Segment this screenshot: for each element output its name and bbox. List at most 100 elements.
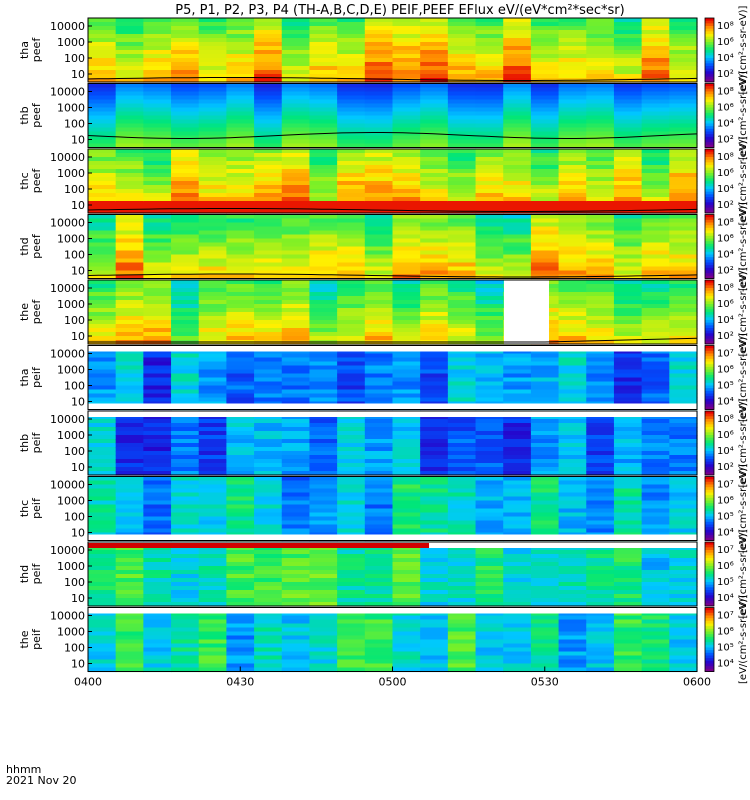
heat-cell <box>530 631 560 637</box>
heat-cell <box>254 659 283 665</box>
heat-cell <box>447 451 477 456</box>
heat-cell <box>364 288 394 293</box>
heat-cell <box>475 99 504 105</box>
heat-cell <box>171 349 200 355</box>
heat-cell <box>503 197 532 202</box>
heat-cell <box>226 46 255 51</box>
heat-cell <box>115 602 144 607</box>
heat-cell <box>281 26 311 31</box>
heat-cell <box>669 193 698 198</box>
heat-cell <box>254 590 283 595</box>
heat-cell <box>475 463 504 468</box>
heat-cell <box>198 111 228 117</box>
heat-cell <box>364 238 394 244</box>
heat-cell <box>447 611 477 617</box>
heat-cell <box>171 157 200 162</box>
heat-cell <box>171 99 200 105</box>
heat-cell <box>254 447 283 452</box>
heat-cell <box>447 439 477 444</box>
heat-cell <box>669 397 698 403</box>
heat-cell <box>558 496 587 502</box>
heat-cell <box>530 582 560 587</box>
heat-cell <box>88 550 117 555</box>
colorbar-tick-label: 10⁴ <box>717 315 734 326</box>
heat-cell <box>447 185 477 190</box>
heat-cell <box>337 459 366 464</box>
heat-cell <box>503 516 532 522</box>
heat-cell <box>503 62 532 67</box>
heat-cell <box>669 165 698 170</box>
heat-cell <box>503 419 532 424</box>
heat-cell <box>447 496 477 502</box>
heat-cell <box>475 631 504 637</box>
heat-cell <box>115 74 144 79</box>
heat-cell <box>309 663 338 669</box>
heat-cell <box>392 419 421 424</box>
heat-cell <box>115 254 144 260</box>
heat-cell <box>254 415 283 420</box>
heat-cell <box>392 582 421 587</box>
heat-cell <box>364 550 394 555</box>
heat-cell <box>447 663 477 669</box>
heat-cell <box>613 139 643 145</box>
heat-cell <box>254 663 283 669</box>
heat-cell <box>254 667 283 673</box>
heat-cell <box>364 42 394 47</box>
heat-cell <box>475 153 504 158</box>
heat-cell <box>475 635 504 641</box>
heat-cell <box>503 95 532 101</box>
heat-cell <box>530 623 560 629</box>
heat-cell <box>641 496 670 502</box>
heat-cell <box>309 562 338 567</box>
heat-cell <box>447 492 477 498</box>
colorbar-cell <box>705 241 714 245</box>
heat-cell <box>420 173 449 178</box>
heat-cell <box>503 254 532 260</box>
heat-cell <box>171 546 200 551</box>
heat-cell <box>337 463 366 468</box>
heat-cell <box>143 26 172 31</box>
heat-cell <box>586 308 615 313</box>
heat-cell <box>669 500 698 506</box>
colorbar-frame <box>704 279 715 345</box>
heat-cell <box>364 83 394 89</box>
heat-cell <box>171 87 200 93</box>
heat-cell <box>254 143 283 149</box>
heat-cell <box>171 218 200 224</box>
heat-cell <box>641 123 670 129</box>
heat-cell <box>669 107 698 113</box>
heat-cell <box>392 484 421 490</box>
heat-cell <box>364 270 394 276</box>
heat-cell <box>309 389 338 395</box>
heat-cell <box>364 95 394 101</box>
heat-cell <box>143 91 172 97</box>
heat-cell <box>420 308 449 313</box>
heat-cell <box>281 111 311 117</box>
heat-cell <box>171 590 200 595</box>
heat-cell <box>447 312 477 317</box>
heat-cell <box>392 566 421 571</box>
colorbar-cell <box>705 214 714 218</box>
heat-cell <box>337 639 366 645</box>
heat-cell <box>254 62 283 67</box>
heat-cell <box>503 500 532 506</box>
heat-cell <box>88 385 117 391</box>
heat-cell <box>503 357 532 363</box>
heat-cell <box>143 492 172 498</box>
heat-cell <box>586 635 615 641</box>
heat-cell <box>115 663 144 669</box>
heat-cell <box>641 598 670 603</box>
heat-cell <box>226 512 255 518</box>
heat-cell <box>88 18 117 23</box>
heat-cell <box>613 639 643 645</box>
heat-cell <box>281 635 311 641</box>
heat-cell <box>475 389 504 395</box>
heat-cell <box>530 177 560 182</box>
heat-cell <box>641 115 670 121</box>
y-tick-label: 1000 <box>57 364 85 377</box>
heat-cell <box>669 496 698 502</box>
heat-cell <box>281 631 311 637</box>
heat-cell <box>88 496 117 502</box>
heat-cell <box>475 480 504 486</box>
heat-cell <box>143 107 172 113</box>
